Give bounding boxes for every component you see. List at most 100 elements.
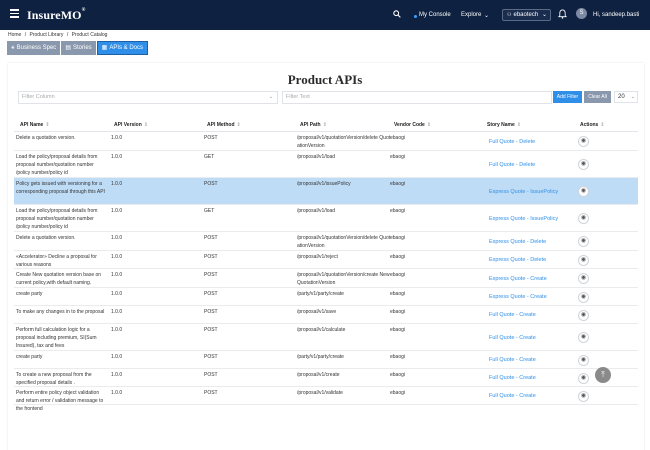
api-path-cell: /proposal/v1/save	[297, 309, 337, 315]
user-greeting[interactable]: Hi, sandeep.basti	[593, 12, 640, 18]
api-version-cell: 1.0.0	[111, 254, 123, 260]
tab-business-spec[interactable]: ⚹ Business Spec	[7, 41, 61, 55]
vendor-code-cell: ebaogi	[390, 291, 406, 297]
story-name-link[interactable]: Full Quote - Create	[489, 312, 536, 318]
table-row[interactable]: Load the policy/proposal details from pr…	[14, 151, 638, 178]
column-header-api-version[interactable]: API Version ⇕	[114, 122, 148, 128]
api-name-cell: To make any changes in to the proposal	[16, 309, 105, 315]
vendor-code-cell: ebaogi	[390, 235, 406, 241]
view-icon[interactable]: ◉	[578, 159, 589, 170]
view-icon[interactable]: ◉	[578, 213, 589, 224]
content-card	[8, 63, 644, 450]
view-icon[interactable]: ◉	[578, 332, 589, 343]
view-icon[interactable]: ◉	[578, 390, 589, 402]
page-size-select[interactable]: 20 ⌄	[614, 91, 638, 103]
table-row[interactable]: Delete a quotation version. 1.0.0 POST/pro…	[14, 132, 638, 151]
filter-column-select[interactable]: Filter Column ⌄	[18, 91, 278, 104]
vendor-code-cell: ebaogi	[390, 154, 406, 160]
clear-all-button[interactable]: Clear All	[584, 91, 611, 103]
insuremo-logo[interactable]: InsureMO®	[27, 8, 86, 22]
sort-icon: ⇕	[322, 122, 327, 128]
story-name-link[interactable]: Full Quote - Create	[489, 334, 536, 341]
api-path-cell: /proposal/v1/validate	[297, 390, 343, 396]
column-header-vendor-code[interactable]: Vendor Code ⇕	[394, 122, 432, 128]
story-name-link[interactable]: Full Quote - Create	[489, 393, 536, 399]
column-header-actions[interactable]: Actions ⇕	[580, 122, 605, 128]
story-name-link[interactable]: Express Quote - Create	[489, 294, 547, 300]
my-console-link[interactable]: My Console	[419, 12, 451, 18]
table-row[interactable]: «Accelerator» Decline a proposal for var…	[14, 251, 638, 269]
page-size-value: 20	[618, 94, 625, 100]
api-method-cell: POST	[204, 327, 218, 333]
story-name-link[interactable]: Full Quote - Create	[489, 357, 536, 363]
view-icon[interactable]: ◉	[578, 186, 589, 197]
table-row[interactable]: Policy gets issued with versioning for a…	[14, 178, 638, 205]
table-row[interactable]: Create New quotation version base on cur…	[14, 269, 638, 288]
view-icon[interactable]: ◉	[578, 291, 589, 303]
api-version-cell: 1.0.0	[111, 354, 123, 360]
story-name-link[interactable]: Full Quote - Delete	[489, 161, 536, 168]
table-row[interactable]: Perform full calculation logic for a pro…	[14, 324, 638, 351]
api-method-cell: POST	[204, 291, 218, 297]
story-name-link[interactable]: Express Quote - Delete	[489, 257, 547, 263]
view-icon[interactable]: ◉	[578, 254, 589, 266]
table-row[interactable]: To make any changes in to the proposal 1.…	[14, 306, 638, 324]
story-name-link[interactable]: Express Quote - Create	[489, 275, 547, 282]
story-name-link[interactable]: Full Quote - Create	[489, 375, 536, 381]
story-name-link[interactable]: Express Quote - Delete	[489, 238, 547, 245]
api-method-cell: POST	[204, 135, 218, 141]
api-path-cell: /proposal/v1/calculate	[297, 327, 346, 333]
api-path-cell: /proposal/v1/create	[297, 372, 340, 378]
api-path-cell: /proposal/v1/load	[297, 154, 336, 160]
vendor-code-cell: ebaogi	[390, 208, 406, 214]
add-filter-button[interactable]: Add Filter	[553, 91, 582, 103]
api-icon: ▦	[101, 45, 108, 51]
view-icon[interactable]: ◉	[578, 236, 589, 247]
explore-menu[interactable]: Explore	[461, 12, 482, 18]
api-method-cell: POST	[204, 272, 218, 278]
api-version-cell: 1.0.0	[111, 272, 123, 278]
bell-icon[interactable]	[558, 9, 567, 19]
api-method-cell: POST	[204, 235, 218, 241]
view-icon[interactable]: ◉	[578, 273, 589, 284]
table-row[interactable]: Load the policy/proposal details from pr…	[14, 205, 638, 232]
api-name-cell: To create a new proposal from the specif…	[16, 372, 92, 386]
tab-stories[interactable]: ▤ Stories	[61, 41, 96, 55]
breadcrumb-product-catalog: Product Catalog	[71, 32, 108, 38]
story-name-link[interactable]: Express Quote - IssuePolicy	[489, 188, 559, 195]
column-header-api-method[interactable]: API Method ⇕	[207, 122, 241, 128]
column-header-api-path[interactable]: API Path ⇕	[300, 122, 327, 128]
view-icon[interactable]: ◉	[578, 354, 589, 366]
cards-icon: ▤	[65, 45, 71, 51]
tenant-icon: ⚇	[507, 12, 512, 18]
view-icon[interactable]: ◉	[578, 136, 589, 147]
view-icon[interactable]: ◉	[578, 309, 589, 321]
view-icon[interactable]: ◉	[578, 372, 589, 384]
search-icon[interactable]	[393, 10, 401, 18]
vendor-code-cell: ebaogi	[390, 354, 406, 360]
filter-text-input[interactable]: Filter Text	[282, 91, 552, 104]
api-path-cell: /proposal/v1/quotationVersion/delete Quo…	[297, 235, 391, 249]
api-path-cell: /party/v1/party/create	[297, 354, 344, 360]
chevron-down-icon: ⌄	[541, 12, 547, 18]
sort-icon: ⇕	[426, 122, 432, 128]
table-row[interactable]: To create a new proposal from the specif…	[14, 369, 638, 387]
table-row[interactable]: Perform entire policy object validation …	[14, 387, 638, 412]
api-name-cell: Perform entire policy object validation …	[16, 390, 104, 412]
api-version-cell: 1.0.0	[111, 390, 123, 396]
column-header-api-name[interactable]: API Name ⇕	[20, 122, 50, 128]
column-header-story-name[interactable]: Story Name ⇕	[487, 122, 521, 128]
chevron-down-icon[interactable]: ⌄	[484, 13, 490, 19]
tenant-selector[interactable]: ⚇ ebaotech ⌄	[502, 9, 551, 21]
table-row[interactable]: create party 1.0.0 POST/party/v1/party/cre…	[14, 288, 638, 306]
breadcrumb-product-library[interactable]: Product Library	[29, 32, 64, 38]
table-row[interactable]: create party 1.0.0 POST/party/v1/party/cre…	[14, 351, 638, 369]
breadcrumb-home[interactable]: Home	[8, 32, 22, 38]
scroll-to-top-icon[interactable]: ⤒	[595, 367, 611, 383]
story-name-link[interactable]: Express Quote - IssuePolicy	[489, 215, 559, 222]
hamburger-menu-icon[interactable]	[10, 9, 19, 18]
table-row[interactable]: Delete a quotation version. 1.0.0 POST/pro…	[14, 232, 638, 251]
avatar[interactable]: S	[576, 8, 587, 19]
story-name-link[interactable]: Full Quote - Delete	[489, 138, 536, 145]
tab-apis-docs[interactable]: ▦ APIs & Docs	[96, 41, 149, 55]
